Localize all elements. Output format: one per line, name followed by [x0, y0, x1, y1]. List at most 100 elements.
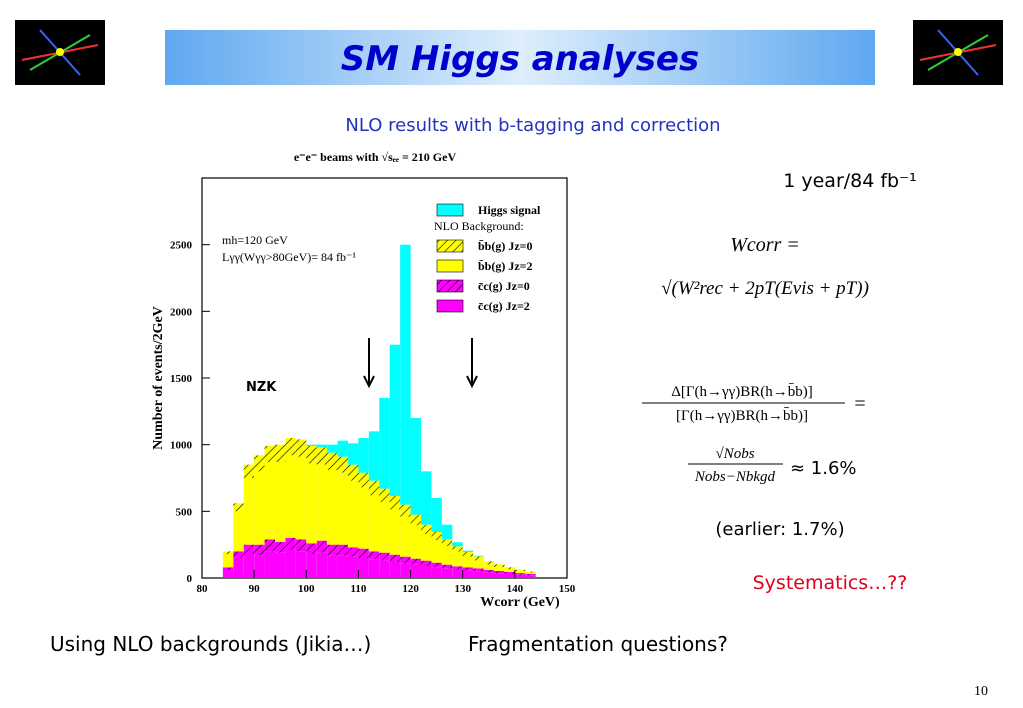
- histogram-bar: [254, 455, 265, 472]
- y-tick-label: 2000: [170, 306, 193, 318]
- histogram-bar: [400, 563, 411, 578]
- legend-swatch: [436, 203, 464, 217]
- legend-swatch: [436, 239, 464, 253]
- formula: =: [854, 393, 865, 415]
- histogram-bar: [327, 452, 338, 470]
- histogram-bar: [306, 463, 317, 544]
- histogram-bar: [295, 551, 307, 578]
- legend-label: b̄b(g) Jz=2: [478, 259, 533, 273]
- histogram-bar: [337, 456, 348, 473]
- histogram-bar: [306, 444, 317, 446]
- title-band: [165, 30, 875, 85]
- y-axis-label: Number of events/2GeV: [151, 306, 166, 450]
- page-number: 10: [974, 684, 988, 699]
- histogram-bar: [494, 573, 505, 578]
- histogram-bar: [431, 498, 442, 532]
- histogram-bar: [452, 546, 463, 552]
- histogram-bar: [514, 571, 526, 574]
- window-arrow-head: [363, 375, 375, 389]
- histogram-bar: [243, 464, 255, 478]
- histogram-bar: [316, 444, 328, 448]
- window-arrow-head: [466, 375, 478, 389]
- histogram-bar: [421, 534, 432, 561]
- histogram-bar: [514, 574, 526, 578]
- logo-right: [913, 20, 1003, 85]
- histogram-bar: [525, 574, 536, 576]
- histogram-bar: [222, 567, 234, 570]
- histogram-bar: [222, 554, 234, 568]
- histogram-bar: [473, 568, 484, 572]
- legend-swatch: [436, 299, 464, 313]
- histogram-bar: [410, 418, 421, 515]
- histogram-bar: [222, 570, 234, 578]
- histogram-bar: [275, 444, 286, 462]
- histogram-bar: [421, 566, 432, 578]
- histogram-bar: [337, 472, 348, 545]
- histogram-bar: [368, 495, 380, 552]
- histogram-bar: [462, 567, 474, 571]
- histogram-bar: [275, 542, 286, 553]
- histogram-bar: [483, 564, 494, 570]
- histogram-bar: [421, 471, 432, 525]
- histogram-bar: [327, 544, 338, 556]
- histogram-bar: [431, 532, 442, 540]
- histogram-bar: [233, 558, 244, 578]
- histogram-bar: [368, 480, 380, 496]
- formula: √(W²rec + 2pT(Evis + pT)): [661, 278, 869, 299]
- histogram-bar: [285, 455, 296, 538]
- histogram-bar: [473, 571, 484, 578]
- histogram-bar: [348, 443, 359, 465]
- histogram-bar: [525, 572, 536, 574]
- histogram-bar: [233, 551, 244, 558]
- histogram-bar: [243, 544, 255, 554]
- histogram-bar: [473, 555, 484, 557]
- histogram-bar: [295, 539, 307, 552]
- legend-title: NLO Background:: [434, 219, 524, 233]
- histogram-bar: [243, 554, 255, 578]
- x-tick-label: 140: [507, 583, 524, 595]
- histogram-bar: [389, 344, 401, 496]
- histogram-bar: [379, 560, 390, 578]
- histogram-bar: [452, 542, 463, 547]
- x-tick-label: 100: [298, 583, 315, 595]
- histogram-bar: [348, 464, 359, 481]
- histogram-bar: [400, 244, 411, 505]
- systematics: Systematics…??: [753, 572, 908, 594]
- histogram-bar: [379, 488, 390, 502]
- histogram-bar: [316, 447, 328, 465]
- legend-swatch: [436, 259, 464, 273]
- annotation: mh=120 GeV: [222, 233, 288, 247]
- histogram-bar: [452, 551, 463, 567]
- histogram-bar: [514, 569, 526, 572]
- histogram-bar: [264, 446, 275, 462]
- histogram-bar: [379, 398, 390, 489]
- formula: Wcorr =: [730, 234, 800, 256]
- histogram-bar: [389, 496, 401, 510]
- note: Fragmentation questions?: [468, 632, 728, 656]
- histogram-bar: [275, 462, 286, 542]
- histogram-bar: [483, 572, 494, 578]
- histogram-bar: [243, 478, 255, 545]
- y-tick-label: 500: [176, 506, 193, 518]
- x-axis-label: Wcorr (GeV): [480, 595, 560, 610]
- histogram-bar: [494, 566, 505, 571]
- figure-title: NLO results with b-tagging and correctio…: [345, 115, 720, 136]
- histogram-bar: [494, 570, 505, 574]
- histogram-bar: [264, 539, 275, 552]
- histogram-bar: [410, 564, 421, 578]
- histogram-bar: [504, 569, 515, 572]
- histogram-bar: [316, 540, 328, 553]
- y-tick-label: 0: [187, 573, 193, 585]
- histogram-bar: [462, 552, 474, 557]
- histogram-bar: [306, 543, 317, 554]
- histogram-bar: [462, 556, 474, 568]
- histogram-bar: [348, 556, 359, 578]
- histogram-bar: [431, 562, 442, 568]
- histogram-bar: [421, 560, 432, 566]
- x-tick-label: 110: [350, 583, 366, 595]
- formula: Nobs−Nbkgd: [694, 469, 776, 485]
- histogram-bar: [410, 514, 421, 526]
- histogram-bar: [327, 555, 338, 578]
- slide-title: SM Higgs analyses: [341, 39, 699, 79]
